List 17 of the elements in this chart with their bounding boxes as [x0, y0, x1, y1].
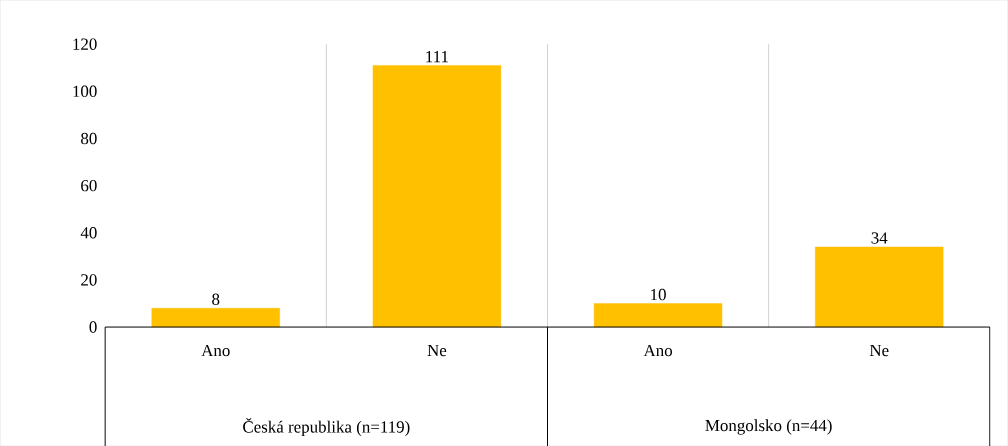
x-tick-label: Ne — [427, 344, 447, 357]
x-tick-label: Ne — [869, 344, 889, 357]
y-tick-label: 120 — [73, 38, 97, 50]
text: Česká republika (n=119) — [243, 417, 410, 436]
y-tick-label: 0 — [89, 321, 97, 333]
text: Mongolsko (n=44) — [705, 419, 832, 435]
data-label: 111 — [426, 50, 448, 63]
y-tick-label: 60 — [81, 179, 97, 192]
y-tick-label: 80 — [81, 132, 97, 145]
x-tick-label: Ano — [201, 344, 230, 357]
data-label: 10 — [651, 288, 666, 301]
data-label: 34 — [871, 232, 888, 244]
y-tick-label: 20 — [81, 274, 97, 286]
x-tick-label: Ano — [643, 344, 673, 357]
y-tick-label: 100 — [73, 85, 97, 97]
y-tick-label: 40 — [80, 226, 97, 239]
data-label: 8 — [212, 293, 220, 305]
